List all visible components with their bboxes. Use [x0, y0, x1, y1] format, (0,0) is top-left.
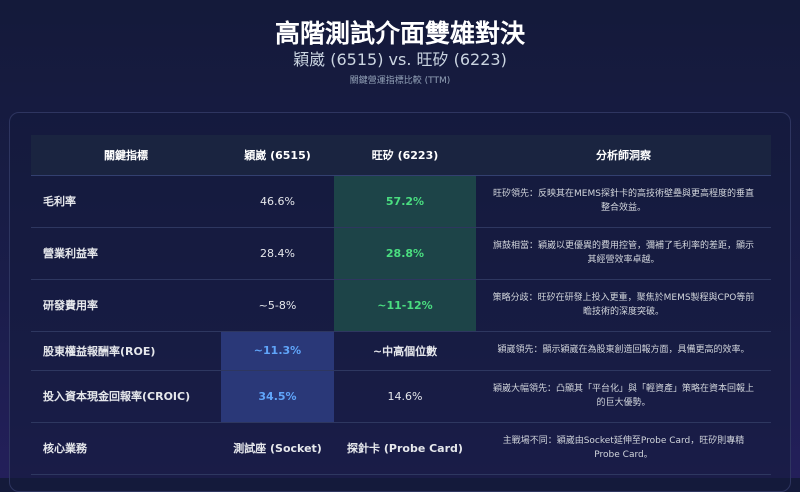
table-header-row: 關鍵指標 穎崴 (6515) 旺矽 (6223) 分析師洞察 [31, 135, 771, 176]
table-row: 投入資本現金回報率(CROIC) 34.5% 14.6% 穎崴大幅領先：凸顯其「平台化… [31, 370, 771, 423]
metric-cell: 股東權益報酬率(ROE) [31, 331, 221, 371]
yingwei-value: 28.4% [221, 227, 334, 280]
page-caption: 關鍵營運指標比較 (TTM) [349, 76, 451, 86]
yingwei-value: ~11.3% [221, 331, 334, 371]
comparison-card: 關鍵指標 穎崴 (6515) 旺矽 (6223) 分析師洞察 毛利率 46.6% 5… [9, 112, 791, 492]
column-header: 分析師洞察 [476, 135, 771, 176]
mpi-value: ~中高個位數 [334, 331, 476, 371]
table-row: 營業利益率 28.4% 28.8% 旗鼓相當：穎崴以更優異的費用控管，彌補了毛利率的差… [31, 227, 771, 280]
metric-cell: 研發費用率 [31, 279, 221, 332]
page-subtitle: 穎崴 (6515) vs. 旺矽 (6223) [293, 50, 507, 69]
column-header: 旺矽 (6223) [334, 135, 476, 176]
yingwei-value: 34.5% [221, 370, 334, 423]
metric-cell: 營業利益率 [31, 227, 221, 280]
table-row: 核心業務 測試座 (Socket) 探針卡 (Probe Card) 主戰場不同：穎崴… [31, 422, 771, 475]
page-title: 高階測試介面雙雄對決 [274, 19, 525, 48]
column-header: 穎崴 (6515) [221, 135, 334, 176]
column-header: 關鍵指標 [31, 135, 221, 176]
insight-cell: 穎崴大幅領先：凸顯其「平台化」與「輕資產」策略在資本回報上的巨大優勢。 [476, 370, 771, 423]
mpi-value: 57.2% [334, 175, 476, 228]
metric-cell: 投入資本現金回報率(CROIC) [31, 370, 221, 423]
mpi-value: 探針卡 (Probe Card) [334, 422, 476, 475]
insight-cell: 旺矽領先：反映其在MEMS探針卡的高技術壁壘與更高程度的垂直整合效益。 [476, 175, 771, 228]
insight-cell: 旗鼓相當：穎崴以更優異的費用控管，彌補了毛利率的差距，顯示其經營效率卓越。 [476, 227, 771, 280]
mpi-value: ~11-12% [334, 279, 476, 332]
yingwei-value: 46.6% [221, 175, 334, 228]
table-row: 研發費用率 ~5-8% ~11-12% 策略分歧：旺矽在研發上投入更重，聚焦於MEMS… [31, 279, 771, 332]
metric-cell: 毛利率 [31, 175, 221, 228]
yingwei-value: 測試座 (Socket) [221, 422, 334, 475]
insight-cell: 穎崴領先：顯示穎崴在為股東創造回報方面，具備更高的效率。 [476, 331, 771, 371]
comparison-table: 關鍵指標 穎崴 (6515) 旺矽 (6223) 分析師洞察 毛利率 46.6% 5… [31, 135, 771, 475]
mpi-value: 14.6% [334, 370, 476, 423]
mpi-value: 28.8% [334, 227, 476, 280]
insight-cell: 策略分歧：旺矽在研發上投入更重，聚焦於MEMS製程與CPO等前瞻技術的深度突破。 [476, 279, 771, 332]
metric-cell: 核心業務 [31, 422, 221, 475]
insight-cell: 主戰場不同：穎崴由Socket延伸至Probe Card，旺矽則專精Probe … [476, 422, 771, 475]
table-row: 股東權益報酬率(ROE) ~11.3% ~中高個位數 穎崴領先：顯示穎崴在為股東創造回… [31, 331, 771, 371]
table-row: 毛利率 46.6% 57.2% 旺矽領先：反映其在MEMS探針卡的高技術壁壘與更高程度… [31, 175, 771, 228]
yingwei-value: ~5-8% [221, 279, 334, 332]
